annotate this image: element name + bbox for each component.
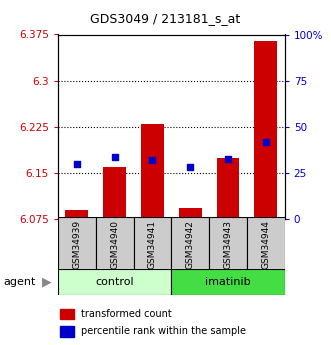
Text: GSM34942: GSM34942 xyxy=(186,220,195,268)
Bar xyxy=(247,217,285,271)
Text: ▶: ▶ xyxy=(42,276,51,288)
Point xyxy=(74,161,79,166)
Text: control: control xyxy=(95,277,134,287)
Text: GSM34940: GSM34940 xyxy=(110,219,119,269)
Text: GDS3049 / 213181_s_at: GDS3049 / 213181_s_at xyxy=(90,12,241,25)
Bar xyxy=(133,217,171,271)
Point xyxy=(263,139,268,144)
Bar xyxy=(209,217,247,271)
Point xyxy=(150,157,155,163)
Bar xyxy=(216,158,239,219)
Bar xyxy=(171,269,285,295)
Bar xyxy=(255,41,277,219)
Text: percentile rank within the sample: percentile rank within the sample xyxy=(81,326,246,336)
Text: GSM34944: GSM34944 xyxy=(261,220,270,268)
Text: imatinib: imatinib xyxy=(205,277,251,287)
Text: GSM34943: GSM34943 xyxy=(223,219,232,269)
Text: GSM34939: GSM34939 xyxy=(72,219,81,269)
Bar xyxy=(141,124,164,219)
Point xyxy=(188,165,193,170)
Bar xyxy=(60,326,74,337)
Bar xyxy=(171,217,209,271)
Point xyxy=(225,156,231,162)
Bar xyxy=(58,217,96,271)
Bar xyxy=(96,217,133,271)
Bar xyxy=(179,208,202,219)
Point xyxy=(112,155,117,160)
Text: GSM34941: GSM34941 xyxy=(148,219,157,269)
Bar xyxy=(66,210,88,219)
Bar xyxy=(58,269,171,295)
Text: agent: agent xyxy=(3,277,36,287)
Text: transformed count: transformed count xyxy=(81,309,171,319)
Bar xyxy=(60,308,74,319)
Bar xyxy=(103,167,126,219)
